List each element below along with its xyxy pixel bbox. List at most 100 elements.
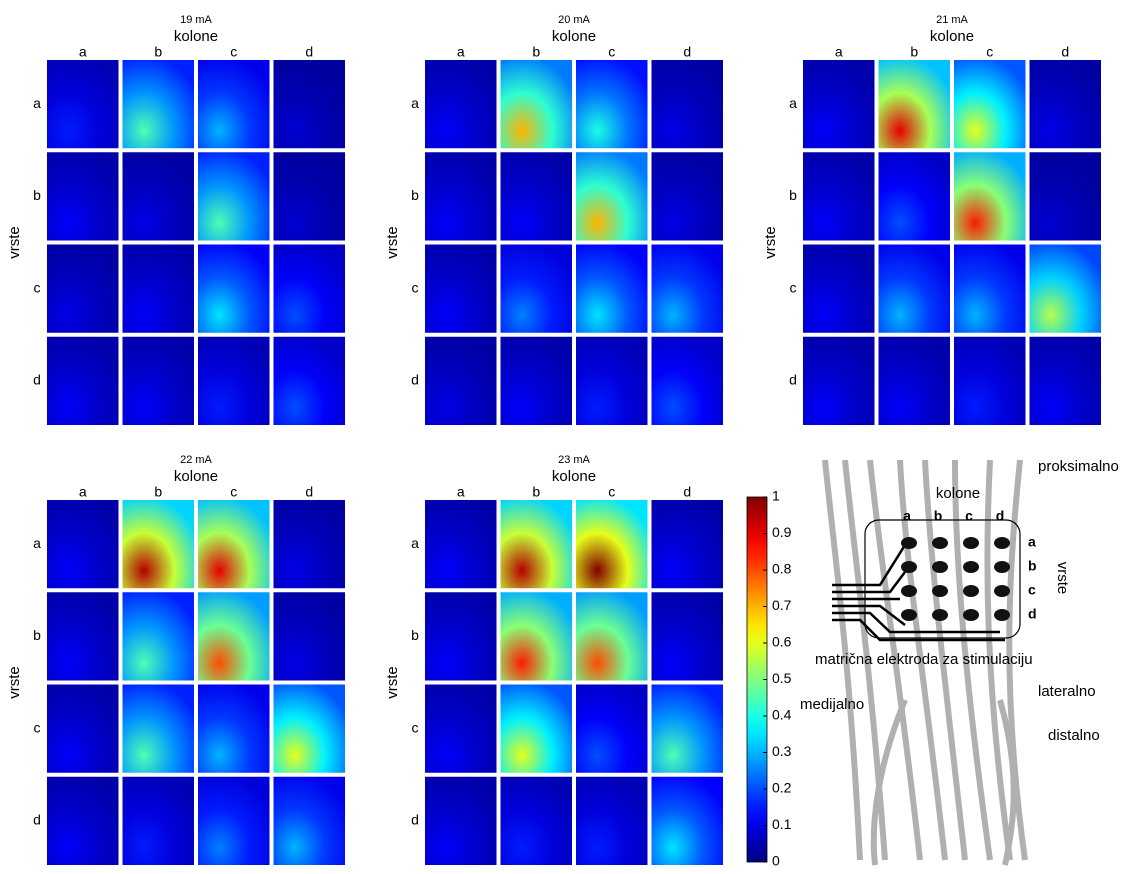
electrode-pad	[994, 561, 1010, 573]
heatmap-cell	[47, 152, 119, 241]
electrode-leads	[832, 544, 1005, 642]
heatmap-cell	[198, 684, 270, 773]
electrode-pad	[932, 561, 948, 573]
heatmap-cell	[803, 244, 875, 333]
panel-title: 20 mA	[558, 14, 590, 26]
heatmap-cell	[576, 60, 648, 149]
electrode-pad	[901, 609, 917, 621]
heatmap-cell	[500, 592, 572, 681]
y-axis-label: vrste	[384, 666, 401, 699]
heatmap-cell	[198, 336, 270, 425]
heatmap-cell	[198, 592, 270, 681]
heatmap-cell	[878, 336, 950, 425]
column-label: b	[532, 484, 540, 500]
heatmap-cell	[47, 500, 119, 589]
heatmap-cell	[1029, 60, 1101, 149]
heatmap-cell	[122, 776, 194, 865]
heatmap-cell	[651, 500, 723, 589]
heatmap-cell	[425, 60, 497, 149]
heatmap-cell	[954, 60, 1026, 149]
row-label: d	[411, 812, 419, 828]
row-label: b	[1028, 558, 1037, 574]
heatmap-cell	[500, 500, 572, 589]
row-label: b	[411, 187, 419, 203]
heatmap-cell	[954, 336, 1026, 425]
column-label: c	[986, 44, 993, 60]
colorbar-tick-label: 0.3	[772, 743, 792, 759]
row-label: c	[1028, 582, 1036, 598]
y-axis-label: vrste	[6, 226, 23, 259]
colorbar-tick-label: 0.7	[772, 597, 792, 613]
x-axis-label: kolone	[552, 28, 596, 45]
column-label: d	[305, 44, 313, 60]
heatmap-cell	[122, 336, 194, 425]
heatmap-cell	[425, 500, 497, 589]
column-label: d	[996, 508, 1005, 524]
heatmap-cell	[122, 60, 194, 149]
heatmap-cell	[122, 592, 194, 681]
column-label: b	[532, 44, 540, 60]
heatmap-cell	[500, 244, 572, 333]
heatmap-cell	[500, 60, 572, 149]
electrode-pad	[963, 585, 979, 597]
heatmap-cell	[198, 60, 270, 149]
heatmap-cell	[1029, 244, 1101, 333]
row-label: a	[789, 95, 797, 111]
panel-title: 19 mA	[180, 14, 212, 26]
column-label: d	[305, 484, 313, 500]
colorbar-tick-label: 0.5	[772, 670, 792, 686]
heatmap-cell	[803, 60, 875, 149]
heatmap-cell	[500, 776, 572, 865]
heatmap-cell	[651, 776, 723, 865]
column-label: b	[154, 44, 162, 60]
column-label: a	[457, 44, 465, 60]
lateral-label: lateralno	[1038, 683, 1096, 700]
electrode-pad	[901, 561, 917, 573]
colorbar-tick-label: 0.6	[772, 634, 792, 650]
y-axis-label: vrste	[384, 226, 401, 259]
heatmap-cell	[273, 776, 345, 865]
heatmap-cell	[47, 592, 119, 681]
heatmap-cell	[576, 776, 648, 865]
electrode-pad	[963, 561, 979, 573]
heatmap-cell	[47, 684, 119, 773]
heatmap-cell	[576, 500, 648, 589]
column-label: a	[835, 44, 843, 60]
row-label: b	[33, 187, 41, 203]
row-label: d	[33, 372, 41, 388]
heatmap-cell	[122, 684, 194, 773]
heatmap-cell	[651, 60, 723, 149]
x-axis-label: kolone	[174, 468, 218, 485]
column-label: c	[608, 484, 615, 500]
heatmap-cell	[425, 336, 497, 425]
colorbar-tick-label: 0.2	[772, 780, 792, 796]
columns-title: kolone	[936, 485, 980, 502]
heatmap-cell	[500, 336, 572, 425]
heatmap-cell	[576, 336, 648, 425]
heatmap-cell	[954, 244, 1026, 333]
caption: matrična elektroda za stimulaciju	[815, 651, 1033, 668]
electrode-pad	[963, 609, 979, 621]
column-label: a	[79, 44, 87, 60]
heatmap-cell	[47, 60, 119, 149]
heatmap-cell	[47, 336, 119, 425]
heatmap-cell	[651, 336, 723, 425]
row-label: b	[411, 627, 419, 643]
heatmap-cell	[954, 152, 1026, 241]
heatmap-cell	[273, 60, 345, 149]
column-label: c	[230, 44, 237, 60]
heatmap-cell	[425, 152, 497, 241]
y-axis-label: vrste	[762, 226, 779, 259]
y-axis-label: vrste	[6, 666, 23, 699]
electrode-pad	[963, 537, 979, 549]
heatmap-cell	[122, 152, 194, 241]
heatmap-cell	[198, 244, 270, 333]
row-label: a	[33, 535, 41, 551]
heatmap-cell	[651, 152, 723, 241]
column-label: a	[457, 484, 465, 500]
column-label: a	[79, 484, 87, 500]
heatmap-cell	[425, 244, 497, 333]
row-label: b	[789, 187, 797, 203]
heatmap-cell	[273, 244, 345, 333]
